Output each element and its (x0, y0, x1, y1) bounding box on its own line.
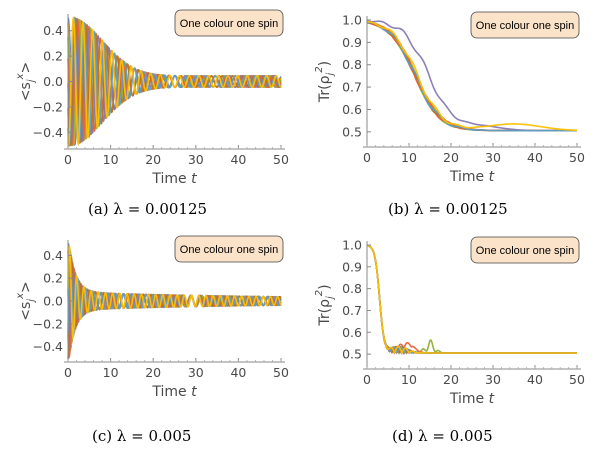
series-line-8 (366, 20, 578, 132)
y-tick-label: 0.2 (43, 271, 63, 286)
y-tick-label: 0.0 (43, 294, 63, 309)
x-tick-label: 30 (485, 150, 501, 165)
series-line-3 (67, 271, 282, 352)
y-tick-label: 0.2 (43, 49, 63, 64)
legend-box (470, 11, 580, 39)
series-line-4 (366, 21, 577, 132)
legend-box (174, 9, 284, 37)
x-tick-label: 10 (103, 152, 119, 167)
y-tick-label: 0.9 (342, 35, 362, 50)
x-tick-label: 0 (64, 365, 72, 380)
y-axis-label: Tr(ρj2) (314, 284, 336, 326)
x-tick-label: 10 (401, 150, 417, 165)
x-tick-label: 10 (401, 372, 417, 387)
y-axis-label: Tr(ρj2) (314, 61, 336, 103)
y-tick-label: 0.6 (342, 102, 362, 117)
x-tick-label: 50 (273, 365, 289, 380)
legend-text: One colour one spin (180, 244, 278, 256)
series-group (67, 243, 282, 359)
y-tick-label: 0.5 (342, 124, 362, 139)
x-tick-label: 20 (145, 365, 161, 380)
y-tick-label: −0.4 (33, 125, 63, 140)
x-axis-label: Time t (151, 384, 197, 400)
y-tick-label: −0.2 (33, 99, 63, 114)
x-tick-label: 20 (443, 150, 459, 165)
series-group (366, 20, 578, 132)
panel-b: 0 10 20 30 40 50 0.5 0.6 0.7 0.8 0.9 1.0 Time t Tr(ρj… (314, 11, 585, 185)
x-tick-label: 0 (64, 152, 72, 167)
x-tick-label: 50 (569, 372, 585, 387)
x-tick-label: 30 (485, 372, 501, 387)
y-tick-label: 0.8 (342, 57, 362, 72)
x-axis-label: Time t (151, 171, 197, 187)
caption-a: (a) λ = 0.00125 (88, 200, 208, 218)
series-line-7 (67, 248, 282, 335)
y-tick-label: 0.7 (342, 80, 362, 95)
series-line-8 (67, 16, 282, 147)
series-line-8 (366, 244, 577, 356)
y-tick-label: 0.6 (342, 325, 362, 340)
x-tick-label: 20 (145, 152, 161, 167)
x-tick-label: 40 (230, 152, 246, 167)
series-group (366, 244, 577, 356)
y-tick-label: 0.5 (342, 347, 362, 362)
x-axis-label: Time t (449, 169, 495, 185)
y-tick-label: 0.0 (43, 74, 63, 89)
panel-c: 0 10 20 30 40 50 −0.4 −0.2 0.0 0.2 0.4 Time t <sjx> O… (15, 235, 289, 400)
y-tick-label: −0.4 (33, 339, 63, 354)
series-line-8 (67, 246, 282, 340)
y-tick-label: 0.4 (43, 248, 63, 263)
y-tick-label: 1.0 (342, 13, 362, 28)
y-axis-label: <sjx> (15, 281, 37, 320)
caption-d: (d) λ = 0.005 (392, 427, 493, 445)
series-group (67, 16, 282, 147)
y-tick-label: 0.4 (43, 23, 63, 38)
legend-box (174, 235, 284, 263)
y-tick-label: 1.0 (342, 238, 362, 253)
legend-text: One colour one spin (180, 18, 278, 30)
x-tick-label: 0 (363, 150, 371, 165)
legend-text: One colour one spin (476, 20, 574, 32)
x-tick-label: 40 (527, 372, 543, 387)
panel-a: 0 10 20 30 40 50 −0.4 −0.2 0.0 0.2 0.4 Time t <sjx> O… (15, 9, 289, 187)
series-line-4 (67, 267, 282, 359)
x-tick-label: 50 (273, 152, 289, 167)
series-line-6 (67, 255, 282, 359)
y-tick-label: 0.7 (342, 303, 362, 318)
panel-d: 0 10 20 30 40 50 0.5 0.6 0.7 0.8 0.9 1.0 Time t Tr(ρj… (314, 236, 585, 407)
x-tick-label: 0 (363, 372, 371, 387)
x-tick-label: 10 (103, 365, 119, 380)
x-tick-label: 40 (230, 365, 246, 380)
x-tick-label: 30 (188, 365, 204, 380)
legend-box (470, 236, 580, 264)
x-tick-label: 40 (527, 150, 543, 165)
series-line-6 (366, 21, 577, 132)
y-tick-label: 0.9 (342, 259, 362, 274)
series-line-7 (366, 21, 577, 132)
x-tick-label: 30 (188, 152, 204, 167)
y-axis-label: <sjx> (15, 62, 37, 101)
legend-text: One colour one spin (476, 245, 574, 257)
x-tick-label: 20 (443, 372, 459, 387)
caption-b: (b) λ = 0.00125 (388, 200, 508, 218)
caption-c: (c) λ = 0.005 (92, 427, 192, 445)
series-line-1 (366, 21, 577, 132)
y-tick-label: −0.2 (33, 316, 63, 331)
x-axis-label: Time t (449, 391, 495, 407)
y-tick-label: 0.8 (342, 281, 362, 296)
x-tick-label: 50 (569, 150, 585, 165)
series-line-5 (67, 260, 282, 359)
